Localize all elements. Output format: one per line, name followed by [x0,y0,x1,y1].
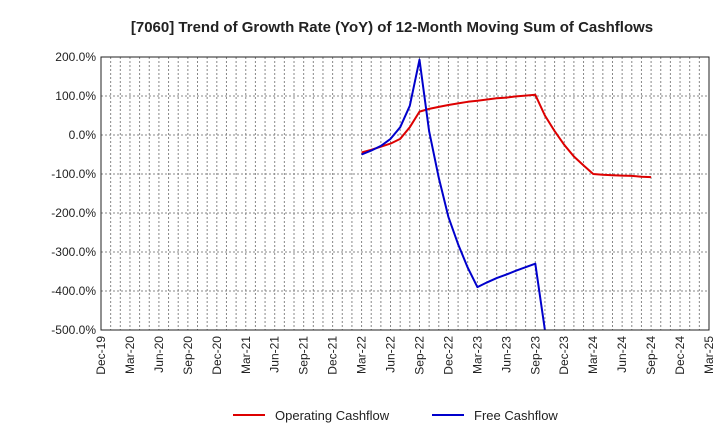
x-tick-label: Jun-22 [384,336,398,373]
y-tick-label: -100.0% [51,167,96,181]
y-tick-label: -300.0% [51,245,96,259]
y-tick-label: -200.0% [51,206,96,220]
x-tick-label: Jun-24 [615,336,629,373]
x-tick-label: Dec-20 [210,336,224,375]
x-tick-label: Sep-24 [644,336,658,375]
x-tick-label: Mar-22 [355,336,369,374]
legend-label: Operating Cashflow [275,408,390,423]
x-tick-label: Sep-20 [181,336,195,375]
y-tick-label: 200.0% [55,50,96,64]
legend: Operating Cashflow Free Cashflow [233,408,558,423]
grid [101,56,709,331]
x-axis: Dec-19 Mar-20 Jun-20 Sep-20 Dec-20 Mar-21 Jun-… [94,336,716,375]
x-tick-label: Dec-21 [326,336,340,375]
x-tick-label: Mar-23 [470,336,484,374]
series-line-free-cashflow [361,58,546,331]
x-tick-label: Mar-20 [123,336,137,374]
y-tick-label: -400.0% [51,284,96,298]
y-tick-label: -500.0% [51,323,96,337]
x-tick-label: Dec-22 [441,336,455,375]
x-tick-label: Dec-19 [94,336,108,375]
x-tick-label: Jun-23 [499,336,513,373]
chart-title: [7060] Trend of Growth Rate (YoY) of 12-… [131,19,653,36]
series-line-operating-cashflow [361,93,652,179]
x-tick-label: Jun-20 [152,336,166,373]
x-tick-label: Mar-25 [702,336,716,374]
y-tick-label: 0.0% [69,128,97,142]
x-tick-label: Mar-24 [586,336,600,374]
x-tick-label: Sep-21 [297,336,311,375]
x-tick-label: Sep-22 [412,336,426,375]
x-tick-label: Dec-23 [557,336,571,375]
y-axis: 200.0% 100.0% 0.0% -100.0% -200.0% -300.0% -40… [51,50,96,337]
legend-label: Free Cashflow [474,408,558,423]
x-tick-label: Sep-23 [528,336,542,375]
plot-area [361,58,652,331]
x-tick-label: Jun-21 [268,336,282,373]
y-tick-label: 100.0% [55,89,96,103]
x-tick-label: Dec-24 [673,336,687,375]
plot-frame [100,56,710,331]
x-tick-label: Mar-21 [239,336,253,374]
